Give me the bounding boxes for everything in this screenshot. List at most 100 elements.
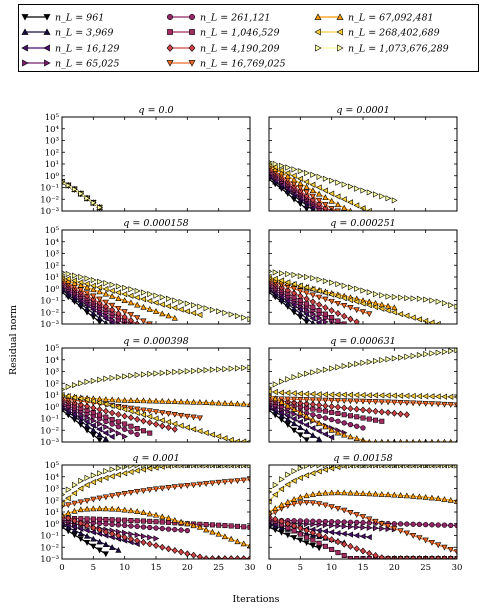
data-point (215, 479, 222, 486)
data-point (372, 407, 379, 415)
data-point (240, 477, 247, 484)
legend-label: n_L = 65,025 (55, 59, 119, 70)
series (62, 278, 153, 324)
data-point (159, 369, 166, 377)
data-point (83, 422, 91, 429)
data-point (340, 530, 347, 537)
data-point (77, 499, 84, 506)
y-axis-label: Residual norm (8, 305, 19, 375)
x-tick-label: 5 (91, 563, 96, 573)
series-line (269, 286, 326, 323)
data-point (316, 407, 322, 413)
data-point (97, 470, 103, 477)
data-point (310, 412, 316, 418)
data-point (322, 187, 328, 194)
data-point (322, 502, 329, 509)
chart-panel: 0 5 10 15 20 25 30 q = 0.00158 (266, 453, 462, 573)
data-point (304, 534, 310, 540)
data-point (366, 358, 373, 366)
data-point (328, 298, 335, 305)
data-point (422, 400, 429, 407)
data-point (359, 490, 367, 496)
data-point (83, 305, 91, 312)
legend-marker (188, 60, 196, 67)
y-tick-label: 10⁵ (45, 226, 60, 236)
data-point (329, 519, 335, 525)
y-tick-label: 10⁻¹ (40, 532, 59, 542)
data-point (77, 395, 84, 402)
data-point (403, 555, 410, 559)
data-point (304, 273, 310, 281)
x-tick-label: 30 (245, 563, 256, 573)
data-point (90, 427, 97, 433)
data-point (316, 173, 323, 180)
data-point (165, 418, 172, 426)
data-point (234, 555, 241, 559)
data-point (121, 506, 128, 513)
data-point (316, 190, 323, 197)
data-point (103, 280, 110, 287)
data-point (385, 356, 392, 363)
series (62, 270, 250, 323)
data-point (209, 306, 216, 313)
data-point (90, 310, 97, 316)
data-point (222, 309, 229, 317)
data-point (303, 183, 310, 190)
data-point (96, 284, 103, 291)
series (62, 477, 250, 510)
y-tick-label: 10⁵ (45, 344, 60, 354)
data-point (115, 320, 122, 324)
legend-marker (167, 14, 174, 21)
data-point (127, 292, 134, 299)
data-point (428, 540, 436, 546)
data-point (127, 299, 135, 306)
data-point (366, 207, 372, 211)
y-tick-label: 10⁻³ (40, 555, 59, 565)
data-point (71, 500, 78, 507)
data-point (147, 370, 153, 378)
data-point (140, 533, 147, 540)
data-point (315, 287, 322, 295)
data-point (441, 401, 448, 408)
data-point (397, 310, 404, 318)
data-point (297, 399, 304, 407)
legend-marker (43, 28, 51, 35)
data-point (191, 302, 197, 309)
y-tick-label: 10⁻³ (40, 438, 59, 448)
data-point (435, 495, 442, 502)
data-point (128, 531, 135, 538)
data-point (196, 415, 203, 422)
data-point (77, 417, 84, 424)
data-point (279, 162, 285, 169)
data-point (366, 302, 372, 309)
data-point (366, 398, 373, 405)
data-point (284, 422, 291, 428)
data-point (373, 525, 379, 532)
data-point (133, 467, 140, 474)
series (62, 180, 103, 211)
data-point (303, 492, 310, 499)
data-point (297, 175, 303, 182)
data-point (297, 306, 303, 313)
data-point (341, 204, 348, 211)
data-point (297, 272, 304, 280)
data-point (309, 181, 316, 188)
data-point (103, 375, 110, 382)
data-point (97, 278, 103, 285)
data-point (279, 270, 285, 277)
data-point (391, 309, 397, 316)
data-point (153, 370, 160, 377)
data-point (140, 524, 147, 530)
data-point (322, 408, 328, 414)
data-point (140, 488, 147, 494)
chart-panel: q = 0.0001 (268, 105, 458, 212)
data-point (329, 177, 335, 184)
data-point (90, 293, 97, 300)
data-point (147, 534, 153, 541)
data-point (184, 527, 190, 534)
data-point (359, 300, 366, 307)
y-tick-label: 10⁵ (45, 461, 60, 471)
data-point (309, 196, 316, 204)
data-point (203, 399, 210, 406)
data-point (334, 403, 341, 411)
